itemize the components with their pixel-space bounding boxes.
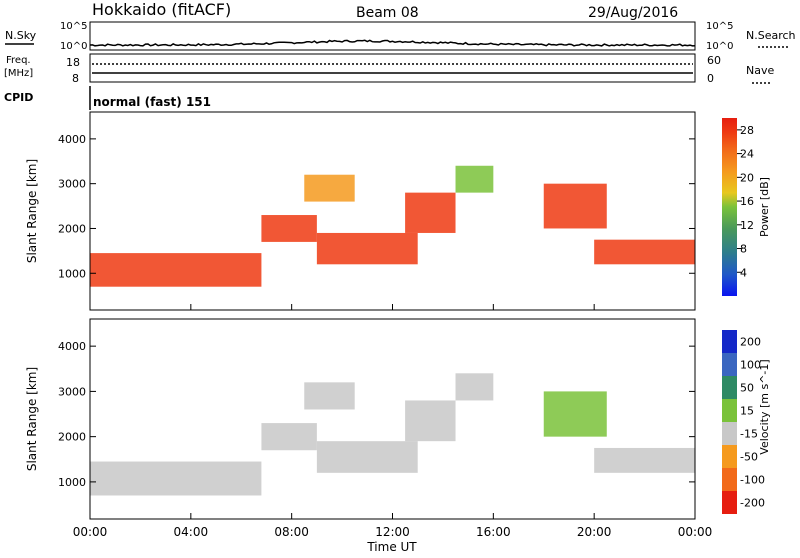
xtick-label-4: 16:00	[476, 525, 511, 539]
echo-band-0-0	[90, 253, 262, 287]
ytick-label-0-0: 1000	[58, 267, 86, 280]
xtick-label-6: 00:00	[678, 525, 713, 539]
velocity-cbar-segment-3	[722, 399, 737, 422]
noise-frame	[89, 21, 696, 51]
cpid-label: CPID	[4, 91, 33, 104]
velocity-cbar-label-7: -200	[740, 497, 765, 510]
velocity-cbar-segment-1	[722, 353, 737, 376]
noise-sky-series	[89, 39, 696, 47]
noise-panel: N.Sky 10^5 10^0 10^5 10^0 N.Search	[5, 21, 796, 52]
echo-band-0-6	[543, 183, 607, 229]
ytick-label-1-2: 3000	[58, 385, 86, 398]
echo-band-0-7	[594, 239, 695, 265]
velocity-cbar-segment-2	[722, 376, 737, 399]
echo-band-1-1	[261, 423, 317, 451]
xtick-label-2: 08:00	[274, 525, 309, 539]
freq-label-line2: [MHz]	[4, 68, 33, 79]
echo-band-0-2	[304, 174, 355, 202]
noise-left-tick-top: 10^5	[60, 21, 87, 32]
freq-tick-top: 18	[66, 56, 80, 69]
freq-panel: Freq. [MHz] 18 8 60 0 Nave	[4, 53, 774, 85]
power-cbar-label-3: 16	[740, 195, 754, 208]
power-colorbar-label: Power [dB]	[758, 177, 771, 237]
velocity-cbar-label-0: 200	[740, 336, 761, 349]
power-cbar-label-4: 20	[740, 171, 754, 184]
velocity-cbar-segment-0	[722, 330, 737, 353]
nave-label: Nave	[746, 64, 774, 77]
ytick-label-1-3: 4000	[58, 340, 86, 353]
echo-band-1-3	[316, 441, 418, 473]
ytick-label-0-3: 4000	[58, 133, 86, 146]
echo-band-0-4	[405, 192, 456, 233]
xtick-label-1: 04:00	[174, 525, 209, 539]
echo-band-1-0	[90, 461, 262, 496]
cpid-panel: CPID normal (fast) 151	[4, 86, 211, 110]
power-data-layer	[90, 165, 695, 287]
velocity-cbar-segment-5	[722, 445, 737, 468]
nsearch-label: N.Search	[746, 29, 796, 42]
velocity-y-axis: 1000 2000 3000 4000	[58, 340, 695, 489]
ytick-label-0-1: 2000	[58, 222, 86, 235]
power-cbar-label-5: 24	[740, 148, 754, 161]
velocity-ylabel: Slant Range [km]	[25, 367, 39, 471]
velocity-cbar-label-2: 50	[740, 382, 754, 395]
noise-left-tick-bottom: 10^0	[60, 41, 87, 52]
station-title: Hokkaido (fitACF)	[92, 0, 231, 19]
power-y-axis: 1000 2000 3000 4000	[58, 133, 695, 280]
velocity-cbar-label-4: -15	[740, 428, 758, 441]
xaxis-label: Time UT	[366, 540, 417, 554]
date-title: 29/Aug/2016	[588, 5, 678, 21]
velocity-cbar-label-5: -50	[740, 451, 758, 464]
echo-band-0-1	[261, 215, 317, 242]
velocity-colorbar-label: Velocity [m s^-1]	[758, 359, 771, 454]
time-axis: 00:00 04:00 08:00 12:00 16:00 20:00 00:00	[73, 304, 713, 539]
echo-band-1-5	[455, 373, 494, 401]
power-colorbar-ticks: 4 8 12 16 20 24 28	[737, 124, 754, 279]
power-cbar-label-1: 8	[740, 243, 747, 256]
freq-frame	[89, 53, 696, 83]
power-cbar-label-6: 28	[740, 124, 754, 137]
ytick-label-1-0: 1000	[58, 476, 86, 489]
echo-band-1-2	[304, 382, 355, 410]
cpid-mode: normal (fast) 151	[93, 95, 211, 109]
echo-band-1-7	[594, 447, 695, 473]
ytick-label-0-2: 3000	[58, 178, 86, 191]
nsky-label: N.Sky	[5, 29, 37, 42]
velocity-cbar-segment-7	[722, 491, 737, 514]
velocity-cbar-label-3: 15	[740, 405, 754, 418]
velocity-colorbar	[722, 330, 737, 514]
velocity-cbar-segment-4	[722, 422, 737, 445]
noise-right-tick-bottom: 10^0	[706, 41, 733, 52]
beam-title: Beam 08	[356, 5, 419, 21]
freq-tick-bottom: 8	[72, 72, 79, 85]
xtick-label-0: 00:00	[73, 525, 108, 539]
velocity-cbar-segment-6	[722, 468, 737, 491]
echo-band-1-4	[405, 400, 456, 442]
xtick-label-3: 12:00	[375, 525, 410, 539]
power-ylabel: Slant Range [km]	[25, 159, 39, 263]
echo-band-1-6	[543, 391, 607, 437]
echo-band-0-5	[455, 165, 494, 193]
ytick-label-1-1: 2000	[58, 431, 86, 444]
noise-right-tick-top: 10^5	[706, 21, 733, 32]
nave-tick-bottom: 0	[707, 72, 714, 85]
velocity-cbar-label-1: 100	[740, 359, 761, 372]
xtick-label-5: 20:00	[577, 525, 612, 539]
velocity-data-layer	[90, 373, 695, 496]
echo-band-0-3	[316, 232, 418, 265]
velocity-colorbar-ticks: 200 100 50 15 -15 -50 -100 -200	[740, 336, 765, 510]
power-panel: 1000 2000 3000 4000 Slant Range [km] 4 8 12 16…	[25, 111, 771, 311]
power-colorbar	[722, 118, 737, 296]
velocity-cbar-label-6: -100	[740, 474, 765, 487]
velocity-panel: 1000 2000 3000 4000 Slant Range [km] 200 100…	[25, 318, 771, 520]
freq-label-line1: Freq.	[6, 55, 31, 66]
power-cbar-label-0: 4	[740, 266, 747, 279]
nave-tick-top: 60	[707, 54, 721, 67]
power-cbar-label-2: 12	[740, 219, 754, 232]
